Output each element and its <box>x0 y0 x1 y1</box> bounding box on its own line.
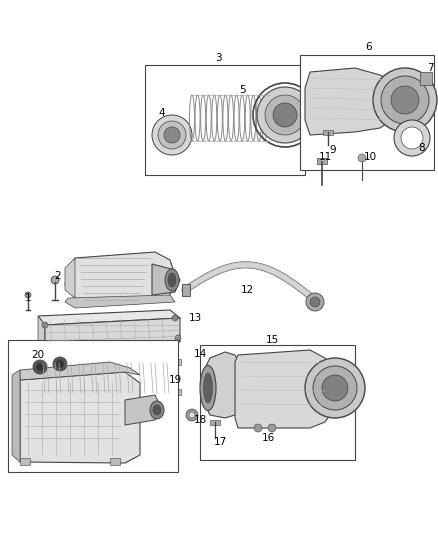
Text: 10: 10 <box>364 152 377 162</box>
Circle shape <box>254 424 262 432</box>
Bar <box>145 65 305 175</box>
Text: 2: 2 <box>55 271 61 281</box>
Text: 16: 16 <box>261 433 275 443</box>
Ellipse shape <box>165 269 179 291</box>
Polygon shape <box>38 362 178 400</box>
Circle shape <box>42 322 48 328</box>
Bar <box>300 55 434 170</box>
Circle shape <box>164 127 180 143</box>
Text: 8: 8 <box>419 143 425 153</box>
Ellipse shape <box>168 273 176 287</box>
Text: 6: 6 <box>366 42 372 52</box>
Bar <box>35 397 41 403</box>
Circle shape <box>257 87 313 143</box>
Text: 11: 11 <box>318 152 332 162</box>
Circle shape <box>172 315 178 321</box>
Text: 19: 19 <box>168 375 182 385</box>
Polygon shape <box>305 68 400 135</box>
Polygon shape <box>38 316 45 348</box>
Circle shape <box>36 363 44 371</box>
Polygon shape <box>38 310 180 325</box>
Bar <box>210 420 220 425</box>
Circle shape <box>51 276 59 284</box>
Circle shape <box>273 103 297 127</box>
Circle shape <box>381 76 429 124</box>
Circle shape <box>56 360 64 368</box>
Circle shape <box>310 297 320 307</box>
Text: 20: 20 <box>32 350 45 360</box>
Circle shape <box>189 412 195 418</box>
Circle shape <box>358 154 366 162</box>
Polygon shape <box>235 350 330 428</box>
Polygon shape <box>20 362 140 380</box>
Ellipse shape <box>200 366 216 410</box>
Circle shape <box>391 86 419 114</box>
Circle shape <box>305 358 365 418</box>
Bar <box>175 389 181 395</box>
Circle shape <box>265 95 305 135</box>
Polygon shape <box>65 295 175 308</box>
Ellipse shape <box>153 405 161 415</box>
Text: 7: 7 <box>427 63 433 73</box>
Circle shape <box>313 366 357 410</box>
Circle shape <box>322 375 348 401</box>
Text: 3: 3 <box>215 53 221 63</box>
Text: 1: 1 <box>25 293 31 303</box>
Circle shape <box>45 342 51 348</box>
Circle shape <box>373 68 437 132</box>
Polygon shape <box>12 370 20 462</box>
Polygon shape <box>65 258 75 298</box>
Circle shape <box>394 120 430 156</box>
Polygon shape <box>25 353 178 370</box>
Circle shape <box>25 292 31 298</box>
Text: 13: 13 <box>188 313 201 323</box>
Polygon shape <box>152 264 180 295</box>
Bar <box>8 340 178 472</box>
Polygon shape <box>110 458 120 465</box>
Bar <box>200 345 355 460</box>
Circle shape <box>306 293 324 311</box>
Text: 17: 17 <box>213 437 226 447</box>
Circle shape <box>268 424 276 432</box>
Bar <box>323 130 333 135</box>
Circle shape <box>152 115 192 155</box>
Text: 9: 9 <box>330 145 336 155</box>
Text: 12: 12 <box>240 285 254 295</box>
Text: 14: 14 <box>193 349 207 359</box>
Ellipse shape <box>204 373 212 403</box>
Circle shape <box>158 121 186 149</box>
Bar <box>35 367 41 373</box>
Circle shape <box>401 127 423 149</box>
Circle shape <box>53 357 67 371</box>
Text: 4: 4 <box>159 108 165 118</box>
Polygon shape <box>20 458 30 465</box>
Text: 15: 15 <box>265 335 279 345</box>
Polygon shape <box>25 360 38 400</box>
Polygon shape <box>45 318 180 348</box>
Bar <box>182 284 190 296</box>
Circle shape <box>33 360 47 374</box>
Text: 5: 5 <box>239 85 245 95</box>
Text: 18: 18 <box>193 415 207 425</box>
Bar <box>175 359 181 365</box>
Polygon shape <box>20 372 140 463</box>
Circle shape <box>186 409 198 421</box>
Polygon shape <box>205 352 240 418</box>
Polygon shape <box>420 72 432 85</box>
Ellipse shape <box>150 401 164 419</box>
Polygon shape <box>65 252 175 305</box>
Bar <box>317 158 327 164</box>
Circle shape <box>175 335 181 341</box>
Polygon shape <box>125 395 160 425</box>
